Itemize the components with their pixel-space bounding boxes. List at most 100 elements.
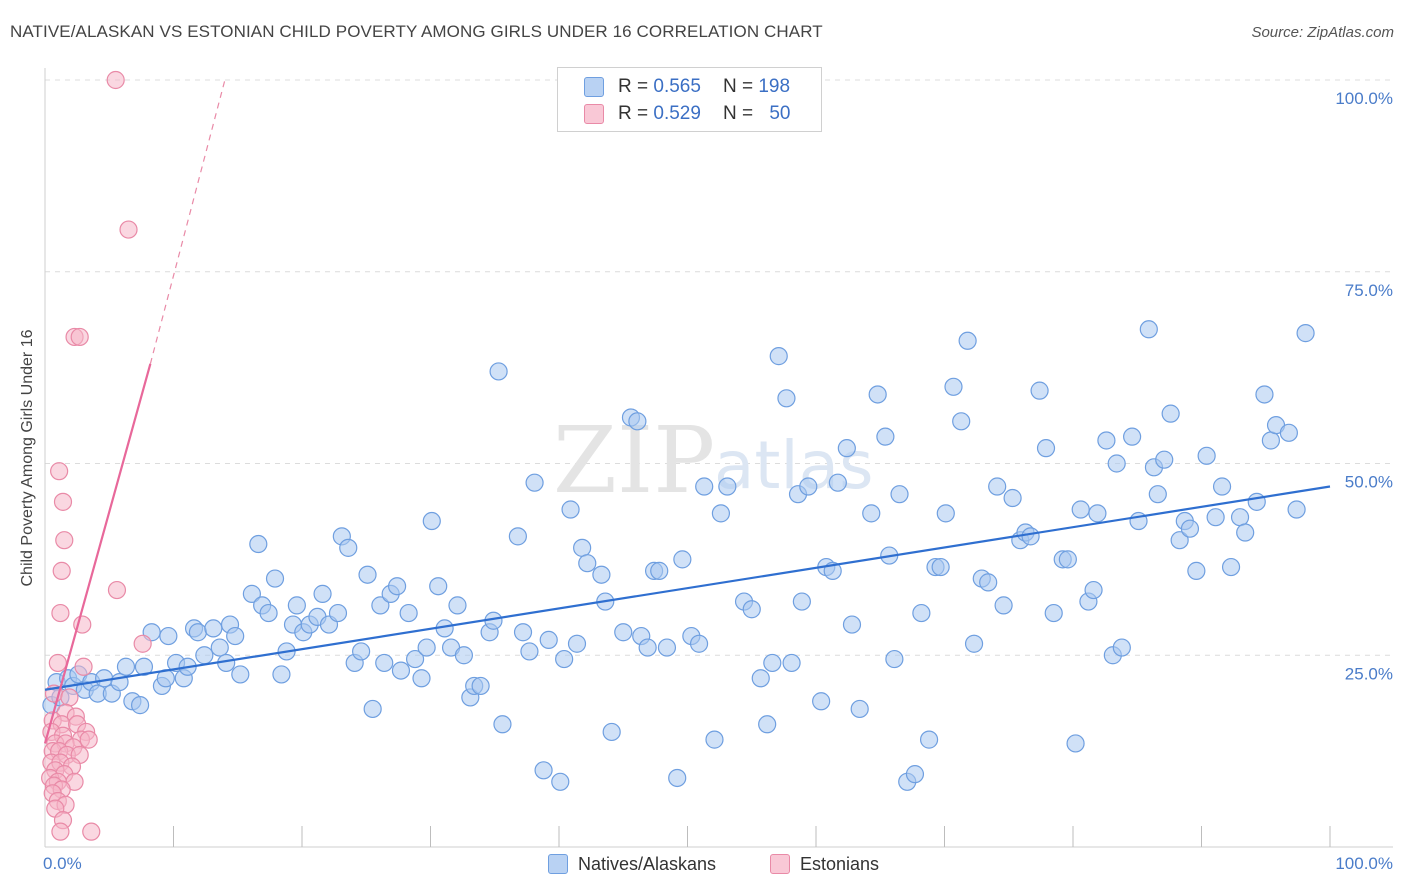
natives-point [1261,431,1280,450]
estonians-point [50,462,69,481]
natives-point [799,477,818,496]
natives-point [1084,580,1103,600]
legend-label-estonians: Estonians [800,853,880,874]
natives-point [358,565,377,584]
trend-layer [43,79,1331,744]
estonians-point [107,580,127,600]
natives-point [742,600,761,619]
natives-point [399,603,418,623]
natives-point [1148,485,1167,504]
natives-point [471,676,490,696]
natives-point [718,477,737,496]
natives-point [1036,439,1056,458]
natives-point [1247,492,1266,511]
estonians-point [74,657,93,676]
natives-point [944,377,963,396]
natives-point [850,699,869,719]
natives-point [95,669,114,688]
natives-point [769,347,788,366]
natives-point [525,473,544,492]
natives-point [417,638,436,657]
estonians-point [55,531,74,550]
natives-point [1044,603,1063,623]
natives-point [259,603,278,623]
natives-point [534,761,553,780]
natives-point [265,569,285,588]
natives-point [958,331,977,350]
estonians-point [70,327,89,347]
natives-point [573,538,592,557]
natives-point [1236,523,1255,542]
natives-point [1230,508,1250,527]
chart-title: NATIVE/ALASKAN VS ESTONIAN CHILD POVERTY… [10,22,823,41]
natives-point [792,592,811,611]
natives-point [657,638,677,657]
natives-legend-swatch [548,854,568,874]
estonians-point [106,70,125,90]
tick-label-layer: 25.0% 50.0% 75.0% 100.0% 0.0% 100.0% [43,89,1393,873]
natives-point [602,722,621,742]
natives-point [1088,504,1107,523]
stats-row-estonians: R = 0.529 N = 50 [584,102,790,126]
estonians-trend-line [43,363,152,744]
natives-point [905,765,925,784]
natives-point [352,642,371,661]
natives-point [1170,531,1189,550]
natives-point [912,603,931,623]
natives-point [1139,320,1158,339]
y-tick-label: 50.0% [1345,473,1393,492]
natives-point [1180,519,1200,538]
n-label: N = [722,76,754,97]
natives-point [751,669,770,688]
natives-point [1107,454,1126,473]
natives-point [758,715,777,734]
natives-point [1071,500,1090,519]
natives-point [1206,508,1225,527]
natives-point [711,504,731,523]
natives-point [1155,450,1174,469]
natives-point [116,657,136,676]
natives-swatch [584,77,604,97]
estonians-point [82,822,101,841]
natives-point [391,661,411,680]
natives-point [979,573,998,592]
natives-point [1187,561,1206,580]
natives-point [1197,446,1216,465]
estonians-point [53,492,73,511]
x-tick-label: 0.0% [43,854,82,873]
r-value: 0.529 [653,103,701,124]
n-value: 198 [758,76,791,97]
natives-point [828,473,847,492]
natives-point [952,412,971,431]
natives-point [695,477,714,496]
natives-point [1221,557,1241,577]
x-tick-label: 100.0% [1335,854,1393,873]
natives-point [328,603,348,623]
natives-point [513,623,533,642]
natives-point [520,642,539,661]
legend-item-natives: Natives/Alaskans [548,852,716,876]
natives-point [493,715,512,734]
natives-point [363,699,382,719]
natives-point [705,730,724,749]
natives-point [231,665,250,684]
natives-point [387,577,407,596]
natives-point [812,692,831,711]
natives-point [777,389,796,408]
natives-point [964,634,984,653]
y-tick-label: 25.0% [1345,664,1393,683]
natives-point [890,485,909,504]
r-label: R = [618,103,649,124]
natives-point [668,768,687,788]
natives-point [689,634,709,653]
legend-item-estonians: Estonians [770,852,879,876]
natives-point [134,657,154,676]
natives-point [195,646,214,665]
r-value: 0.565 [653,76,701,97]
natives-point [936,504,955,523]
y-tick-label: 100.0% [1335,89,1393,108]
natives-point [876,427,895,446]
natives-point [561,500,580,519]
